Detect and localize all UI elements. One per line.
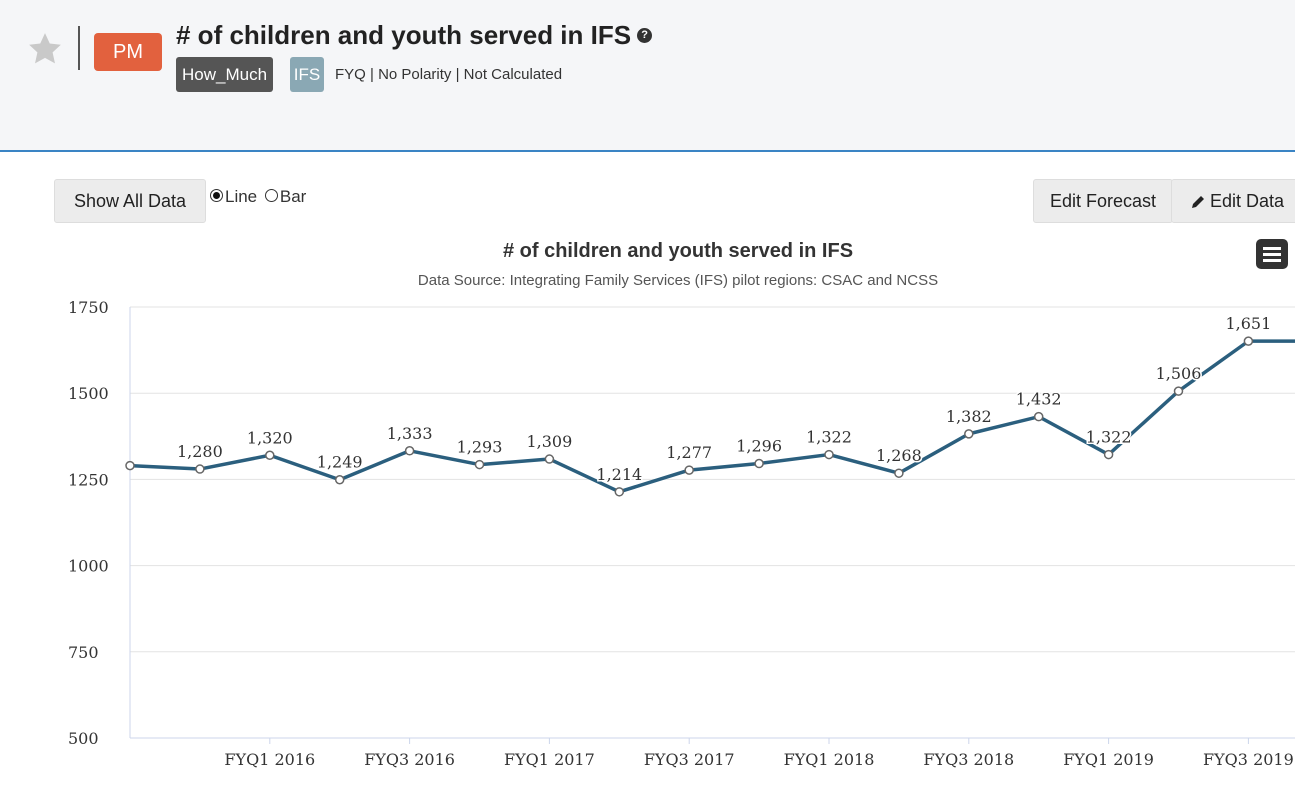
data-point [964, 429, 974, 439]
edit-data-label[interactable]: Edit Data [1209, 191, 1285, 211]
line-radio-label[interactable]: Line [225, 187, 258, 206]
bar-radio[interactable] [264, 189, 278, 203]
data-point [1103, 449, 1114, 460]
data-label: 1,249 [317, 453, 363, 472]
data-label: 1,320 [247, 428, 293, 447]
y-tick-label: 750 [68, 643, 99, 662]
data-label: 1,296 [736, 437, 782, 456]
edit-data-button[interactable]: Edit Data [1171, 179, 1295, 223]
x-tick-label: FYQ3 2018 [923, 750, 1014, 769]
y-tick-label: 1750 [68, 298, 109, 317]
data-point [195, 464, 205, 474]
data-point [754, 458, 764, 469]
data-point [1173, 386, 1184, 396]
data-point [474, 459, 485, 470]
data-point [404, 446, 415, 456]
data-label: 1,651 [1225, 314, 1271, 333]
data-label: 1,382 [946, 407, 992, 426]
data-label: 1,277 [666, 443, 712, 462]
data-label: 1,214 [596, 465, 642, 484]
data-label: 1,309 [526, 432, 572, 451]
data-label: 1,333 [387, 424, 433, 443]
data-point [614, 487, 625, 497]
chart-subtitle: Data Source: Integrating Family Services… [417, 272, 939, 289]
tag-ifs[interactable]: IFS [290, 57, 324, 92]
chart-type-radio-group: Line Bar [210, 187, 306, 207]
edit-forecast-button[interactable]: Edit Forecast [1033, 179, 1173, 223]
data-label: 1,293 [457, 438, 503, 457]
data-point [1033, 411, 1044, 422]
x-tick-label: FYQ1 2016 [224, 750, 315, 769]
data-point [544, 454, 555, 464]
data-point [1243, 336, 1254, 346]
data-point [824, 449, 834, 460]
data-label: 1,280 [177, 442, 223, 461]
page-title-text: # of children and youth served in IFS [176, 20, 632, 50]
y-tick-label: 1000 [68, 557, 109, 576]
tag-how-much[interactable]: How_Much [176, 57, 274, 92]
data-label: 1,322 [806, 428, 852, 447]
pm-badge: PM [94, 33, 162, 71]
page-title: # of children and youth served in IFS? [176, 20, 653, 51]
x-tick-label: FYQ1 2019 [1063, 750, 1154, 769]
x-tick-label: FYQ1 2017 [504, 750, 595, 769]
chart-menu-icon[interactable] [1256, 239, 1288, 269]
star-icon[interactable] [26, 30, 64, 68]
page-header: PM # of children and youth served in IFS… [0, 0, 1295, 152]
data-point [265, 450, 275, 461]
x-tick-label: FYQ3 2019 [1203, 750, 1294, 769]
y-tick-label: 1250 [68, 470, 109, 489]
data-point [125, 460, 135, 471]
pencil-icon [1191, 196, 1204, 209]
data-label: 1,506 [1156, 364, 1202, 383]
y-tick-label: 1500 [68, 384, 109, 403]
data-label: 1,322 [1086, 428, 1132, 447]
x-tick-label: FYQ3 2017 [644, 750, 735, 769]
data-point [684, 465, 694, 475]
series-line [129, 339, 1295, 494]
data-label: 1,432 [1016, 390, 1062, 409]
x-tick-label: FYQ3 2016 [364, 750, 455, 769]
line-radio[interactable] [210, 189, 223, 203]
x-tick-label: FYQ1 2018 [784, 750, 875, 769]
data-point [334, 474, 345, 485]
y-tick-label: 500 [68, 729, 99, 748]
divider [78, 26, 80, 70]
show-all-data-button[interactable]: Show All Data [54, 179, 206, 223]
data-point [894, 468, 904, 478]
data-label: 1,268 [876, 446, 922, 465]
chart-title: # of children and youth served in IFS [502, 240, 854, 262]
bar-radio-label[interactable]: Bar [279, 187, 307, 206]
measure-meta: FYQ | No Polarity | Not Calculated [335, 66, 563, 83]
help-icon[interactable]: ? [637, 27, 653, 43]
